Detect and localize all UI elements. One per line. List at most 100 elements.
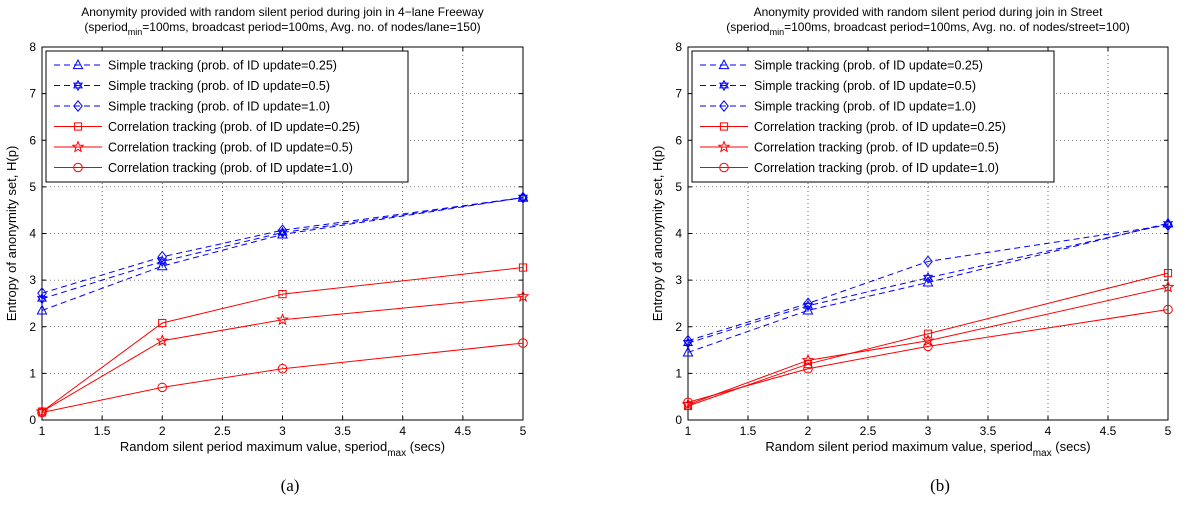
- legend: Simple tracking (prob. of ID update=0.25…: [691, 50, 1055, 183]
- legend-entry: Correlation tracking (prob. of ID update…: [754, 120, 1006, 134]
- series-6: [37, 338, 528, 418]
- series-line: [41, 197, 524, 294]
- subtitle-subscript: min: [128, 27, 143, 37]
- chart-title: Anonymity provided with random silent pe…: [754, 5, 1104, 19]
- y-tick-label: 1: [29, 366, 36, 380]
- data-point: [157, 250, 168, 263]
- series-5: [35, 289, 530, 418]
- y-tick-label: 0: [29, 413, 36, 427]
- x-tick-label: 2: [805, 424, 812, 438]
- x-tick-label: 5: [520, 424, 527, 438]
- legend-marker: [718, 58, 730, 70]
- data-point: [683, 401, 693, 411]
- x-tick-label: 4: [399, 424, 406, 438]
- y-tick-label: 2: [675, 320, 682, 334]
- y-tick-label: 7: [29, 87, 36, 101]
- hexagram-part: [36, 295, 48, 305]
- legend-entry: Simple tracking (prob. of ID update=1.0): [754, 100, 976, 114]
- data-point: [518, 338, 528, 348]
- data-point: [1161, 280, 1175, 293]
- hexagram-part: [718, 82, 730, 92]
- data-point: [516, 289, 530, 302]
- data-point: [1163, 304, 1173, 315]
- x-tick-label: 4.5: [455, 424, 472, 438]
- chart-subtitle: (speriodmin=100ms, broadcast period=100m…: [726, 20, 1130, 37]
- y-tick-label: 2: [29, 320, 36, 334]
- legend-box: [45, 50, 409, 183]
- data-point: [922, 271, 934, 284]
- y-tick-label: 0: [675, 413, 682, 427]
- data-point: [923, 329, 933, 338]
- series-3: [37, 191, 528, 300]
- data-point: [36, 292, 48, 305]
- legend-entry: Correlation tracking (prob. of ID update…: [108, 161, 353, 175]
- x-tick-label: 2: [159, 424, 166, 438]
- hexagram-part: [922, 274, 934, 284]
- data-point: [518, 263, 528, 272]
- legend-marker: [72, 58, 84, 70]
- hexagram-part: [517, 194, 529, 204]
- legend-marker: [717, 140, 731, 153]
- x-axis-label: Random silent period maximum value, sper…: [765, 439, 1090, 459]
- y-tick-label: 1: [675, 366, 682, 380]
- subtitle-part: (speriod: [84, 20, 127, 34]
- data-point: [36, 304, 48, 315]
- data-point: [801, 353, 815, 366]
- xlabel-subscript: max: [387, 448, 406, 459]
- data-point: [683, 397, 693, 408]
- series-line: [41, 295, 524, 413]
- data-point: [1163, 219, 1173, 232]
- data-point: [923, 341, 933, 352]
- x-tick-label: 1: [39, 424, 46, 438]
- y-axis-label: Entropy of anonymity set, H(p): [4, 146, 19, 322]
- legend-marker: [71, 140, 85, 153]
- legend-entry: Simple tracking (prob. of ID update=0.5): [754, 79, 976, 93]
- xlabel-subscript: max: [1033, 448, 1052, 459]
- series-3: [683, 219, 1173, 347]
- xlabel-part: (secs): [1052, 439, 1091, 454]
- data-point: [155, 333, 169, 347]
- series-line: [687, 309, 1169, 403]
- data-point: [683, 334, 693, 347]
- series-line: [41, 197, 524, 311]
- data-point: [517, 191, 529, 204]
- hexagram-part: [277, 229, 288, 239]
- x-tick-label: 4: [1045, 424, 1052, 438]
- data-point: [277, 224, 288, 237]
- x-tick-label: 5: [1165, 424, 1172, 438]
- x-axis-label: Random silent period maximum value, sper…: [120, 439, 445, 459]
- series-line: [687, 222, 1169, 353]
- legend-marker: [718, 79, 730, 92]
- legend-entry: Correlation tracking (prob. of ID update…: [754, 161, 999, 175]
- panel-caption: (b): [930, 476, 950, 495]
- series-line: [41, 267, 524, 413]
- legend-marker: [719, 122, 729, 131]
- subtitle-part: (speriod: [726, 20, 769, 34]
- legend-entry: Correlation tracking (prob. of ID update…: [754, 141, 999, 155]
- y-tick-label: 3: [675, 273, 682, 287]
- data-point: [157, 382, 168, 393]
- hexagram-part: [157, 255, 168, 265]
- data-point: [278, 290, 287, 299]
- data-point: [1163, 269, 1173, 278]
- xlabel-part: Random silent period maximum value, sper…: [765, 439, 1032, 454]
- y-axis-label: Entropy of anonymity set, H(p): [650, 146, 665, 322]
- data-point: [802, 304, 814, 315]
- legend-entry: Simple tracking (prob. of ID update=0.25…: [108, 59, 337, 73]
- x-tick-label: 1.5: [740, 424, 757, 438]
- x-tick-label: 1: [685, 424, 692, 438]
- data-point: [921, 333, 935, 347]
- subtitle-part: =100ms, broadcast period=100ms, Avg. no.…: [142, 20, 480, 34]
- hexagram-part: [157, 258, 168, 268]
- y-tick-label: 5: [675, 180, 682, 194]
- legend-marker: [72, 79, 84, 92]
- x-tick-label: 1.5: [94, 424, 111, 438]
- data-point: [157, 255, 168, 268]
- x-tick-label: 3.5: [980, 424, 997, 438]
- data-point: [276, 312, 289, 326]
- hexagram-part: [36, 292, 48, 302]
- legend-marker: [719, 162, 729, 173]
- data-point: [518, 191, 528, 204]
